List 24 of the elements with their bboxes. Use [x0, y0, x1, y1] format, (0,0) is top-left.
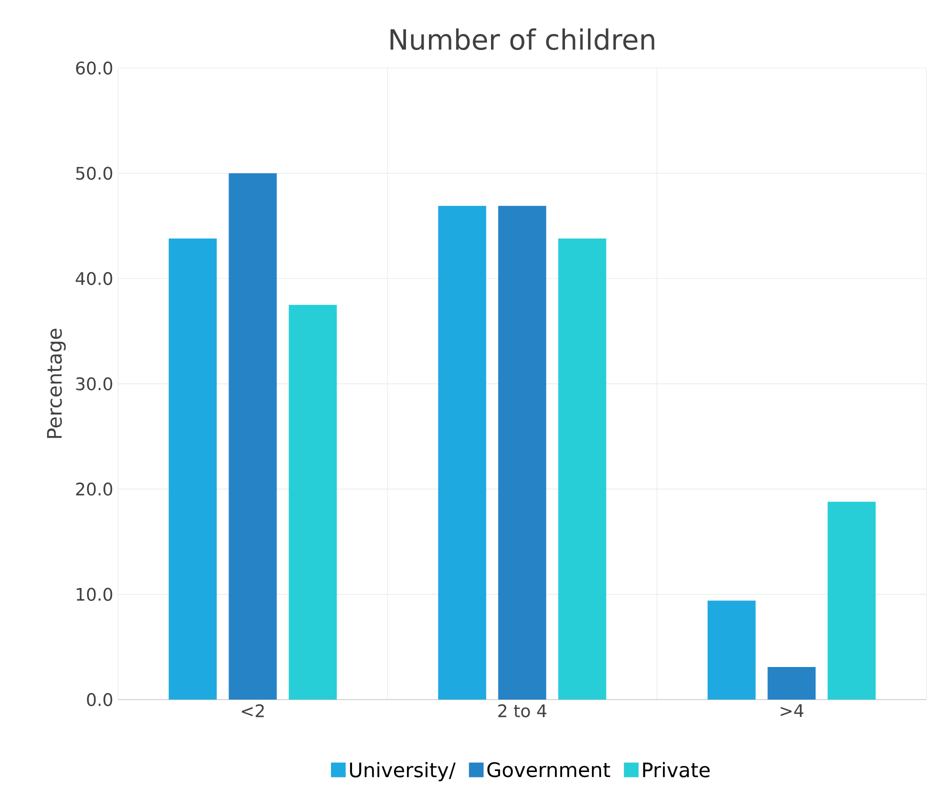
- y-tick-label: 40.0: [76, 272, 112, 285]
- y-tick-label: 30.0: [76, 377, 112, 390]
- y-tick-label: 0.0: [87, 692, 112, 706]
- bar: [828, 502, 876, 700]
- legend-label: Private: [643, 762, 710, 778]
- bar: [288, 304, 337, 700]
- bar: [708, 600, 756, 700]
- bar: [768, 666, 816, 700]
- bar: [558, 238, 606, 700]
- y-tick-label: 50.0: [76, 166, 112, 180]
- bar: [498, 206, 546, 700]
- y-tick-label: 60.0: [76, 61, 112, 74]
- x-tick-label: >4: [780, 704, 804, 717]
- chart-title: Number of children: [390, 28, 654, 50]
- bar: [228, 173, 277, 700]
- legend-label: University/: [350, 762, 456, 782]
- y-tick-label: 20.0: [76, 482, 112, 496]
- legend-label: Government: [487, 762, 610, 778]
- bar: [168, 238, 217, 700]
- x-tick-label: 2 to 4: [498, 704, 546, 718]
- y-axis-title: Percentage: [47, 328, 66, 438]
- x-tick-label: <2: [242, 704, 264, 717]
- y-tick-label: 10.0: [76, 588, 112, 601]
- bar: [438, 206, 486, 700]
